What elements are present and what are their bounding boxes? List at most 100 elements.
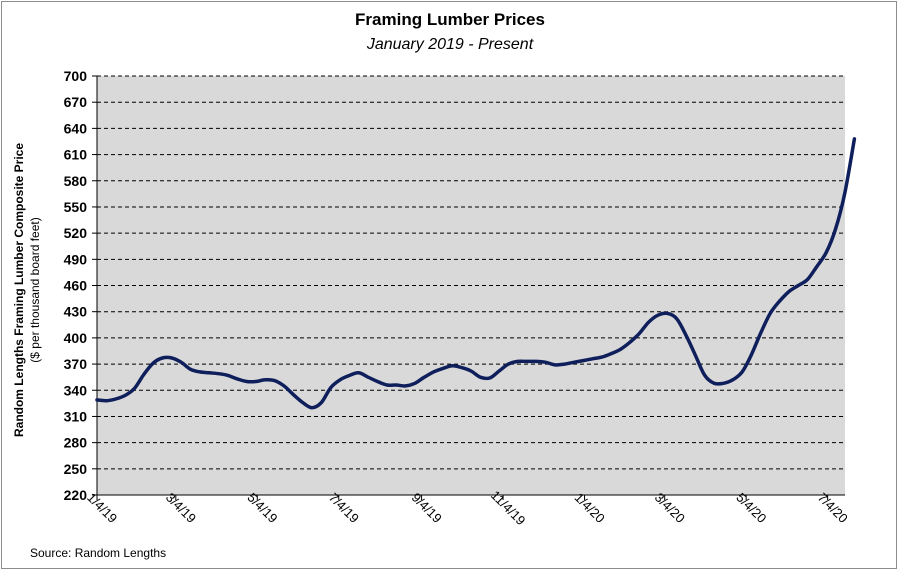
data-point — [460, 366, 463, 369]
data-point — [713, 382, 715, 385]
data-point — [526, 360, 528, 363]
y-tick-label: 310 — [64, 408, 88, 424]
data-point — [208, 372, 210, 374]
y-tick-label: 460 — [64, 278, 88, 294]
series-layer — [95, 137, 857, 410]
data-point — [610, 352, 613, 355]
data-point — [105, 399, 108, 402]
data-point — [432, 371, 435, 373]
data-point — [199, 371, 201, 373]
y-tick-label: 700 — [64, 68, 88, 84]
data-point — [638, 332, 641, 335]
data-point — [273, 379, 276, 382]
y-tick-label: 580 — [64, 173, 88, 189]
data-point — [292, 393, 295, 396]
data-point — [704, 374, 706, 377]
y-tick-label: 550 — [64, 199, 88, 215]
data-point — [171, 357, 173, 359]
y-tick-label: 490 — [64, 251, 88, 267]
chart-title: Framing Lumber Prices — [355, 10, 545, 29]
data-point — [451, 365, 454, 367]
y-tick-label: 220 — [64, 487, 88, 503]
data-point — [367, 376, 369, 379]
data-point — [414, 382, 416, 385]
data-point — [245, 380, 248, 383]
data-point — [834, 228, 837, 230]
y-tick-label: 370 — [64, 356, 88, 372]
data-point — [582, 359, 584, 362]
data-point — [339, 379, 341, 381]
data-point — [133, 387, 136, 390]
data-point — [311, 406, 313, 409]
data-point — [376, 380, 379, 383]
data-point — [591, 358, 594, 360]
data-point — [694, 354, 697, 357]
data-point — [741, 371, 743, 373]
data-point — [806, 278, 809, 281]
data-point — [563, 363, 566, 365]
y-ticks: 220 250 280 310 340 370 400 430 460 490 520 550 580 6… — [64, 68, 97, 503]
chart-subtitle: January 2019 - Present — [366, 36, 534, 53]
data-point — [227, 374, 229, 377]
data-point — [180, 361, 182, 364]
data-point — [554, 364, 556, 366]
y-tick-label: 670 — [64, 94, 88, 110]
data-point — [283, 385, 285, 387]
gridlines — [97, 75, 845, 470]
y-tick-label: 400 — [64, 330, 88, 346]
data-point — [657, 314, 659, 317]
y-tick-label: 430 — [64, 304, 88, 320]
data-point — [517, 360, 519, 363]
data-point — [647, 321, 650, 324]
y-tick-label: 280 — [64, 435, 88, 451]
data-point — [386, 384, 388, 386]
data-point — [161, 357, 164, 359]
data-point — [788, 290, 790, 293]
data-point — [255, 380, 257, 383]
data-point — [825, 251, 828, 254]
data-point — [479, 376, 482, 379]
data-point — [488, 377, 491, 379]
data-point — [301, 401, 304, 404]
data-point — [358, 372, 360, 374]
data-point — [769, 312, 771, 315]
data-point — [535, 360, 538, 363]
data-point — [348, 374, 351, 377]
data-point — [152, 362, 154, 365]
data-point — [124, 394, 126, 397]
data-point — [853, 138, 856, 140]
data-point — [320, 401, 323, 404]
data-point — [507, 363, 510, 365]
data-point — [722, 382, 725, 385]
data-point — [619, 348, 622, 351]
data-point — [143, 373, 145, 376]
data-point — [778, 300, 781, 303]
data-point — [797, 284, 800, 287]
data-point — [816, 265, 818, 268]
data-point — [666, 312, 669, 315]
data-point — [601, 356, 603, 358]
data-point — [629, 341, 631, 344]
data-point — [330, 386, 332, 389]
data-point — [236, 378, 239, 380]
y-tick-label: 640 — [64, 120, 88, 136]
data-point — [760, 331, 762, 334]
price-series-line — [95, 137, 857, 410]
data-point — [189, 368, 192, 371]
data-point — [573, 361, 575, 364]
data-point — [404, 385, 407, 387]
data-point — [545, 361, 547, 364]
data-point — [470, 370, 472, 372]
y-tick-label: 340 — [64, 382, 88, 398]
y-tick-label: 610 — [64, 147, 88, 163]
data-point — [844, 191, 846, 193]
data-point — [217, 372, 220, 375]
data-point — [675, 317, 678, 320]
data-point — [685, 334, 687, 337]
data-point — [96, 399, 98, 401]
data-point — [114, 398, 117, 400]
data-point — [750, 353, 753, 356]
source-note: Source: Random Lengths — [30, 546, 167, 560]
